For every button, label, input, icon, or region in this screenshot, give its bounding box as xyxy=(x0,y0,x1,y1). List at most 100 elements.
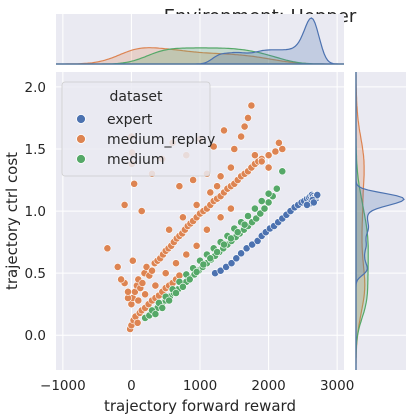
point-medium-replay xyxy=(120,200,129,209)
right-marginal-panel xyxy=(356,72,406,370)
legend-marker-medium-replay xyxy=(76,134,86,144)
legend-marker-expert xyxy=(76,114,86,124)
point-medium-replay xyxy=(264,151,273,160)
y-tick-label: 0.0 xyxy=(25,328,46,344)
legend-label-expert: expert xyxy=(107,112,153,128)
point-medium-replay xyxy=(161,269,170,278)
point-medium-replay xyxy=(128,256,137,265)
point-medium-replay xyxy=(226,204,235,213)
y-tick-labels: 0.0 0.5 1.0 1.5 2.0 xyxy=(25,80,46,344)
point-expert xyxy=(253,236,262,245)
point-medium-replay xyxy=(141,290,149,299)
point-expert xyxy=(248,240,256,249)
point-medium xyxy=(151,310,160,318)
point-medium xyxy=(158,303,167,312)
top-marginal-kde xyxy=(56,17,344,65)
legend-title: dataset xyxy=(110,89,163,105)
point-medium-replay xyxy=(148,266,156,275)
point-medium xyxy=(233,228,242,237)
point-medium xyxy=(264,189,273,198)
point-medium-replay xyxy=(244,114,252,122)
point-medium-replay xyxy=(138,279,147,287)
point-medium-replay xyxy=(216,213,225,222)
point-medium xyxy=(256,209,265,218)
point-medium-replay xyxy=(133,318,142,327)
point-medium xyxy=(272,184,281,193)
point-medium-replay xyxy=(257,157,266,166)
point-medium xyxy=(278,167,287,176)
point-medium xyxy=(192,267,201,276)
point-expert xyxy=(227,259,236,268)
right-kde-medium-replay xyxy=(355,72,366,370)
point-expert xyxy=(313,190,322,199)
x-tick-label: 3000 xyxy=(320,378,354,394)
y-tick-label: 0.5 xyxy=(25,266,46,282)
point-expert xyxy=(237,249,245,258)
point-expert xyxy=(303,200,311,209)
point-medium-replay xyxy=(189,176,197,184)
point-medium-replay xyxy=(165,225,173,234)
point-medium xyxy=(264,198,273,207)
point-medium-replay xyxy=(250,151,259,160)
point-medium xyxy=(178,282,187,291)
point-medium-replay xyxy=(182,250,191,259)
point-medium-replay xyxy=(137,207,146,215)
legend: dataset expert medium_replay medium xyxy=(61,81,215,177)
right-kde-expert xyxy=(355,72,405,370)
point-medium-replay xyxy=(237,132,245,141)
point-medium-replay xyxy=(134,296,143,305)
point-medium xyxy=(250,204,259,213)
x-tick-labels: −1000 0 1000 2000 3000 xyxy=(40,378,354,394)
point-medium-replay xyxy=(172,259,180,268)
point-medium-replay xyxy=(130,179,139,188)
x-tick-label: 1000 xyxy=(183,378,217,394)
point-medium-replay xyxy=(213,182,221,191)
point-medium-replay xyxy=(247,101,256,110)
point-medium xyxy=(226,234,235,243)
point-medium xyxy=(257,197,266,205)
point-medium xyxy=(260,204,269,213)
point-expert xyxy=(309,198,318,207)
point-medium xyxy=(199,260,208,269)
point-expert xyxy=(232,254,241,263)
point-medium-replay xyxy=(103,244,112,253)
point-medium xyxy=(213,248,221,256)
point-medium-replay xyxy=(206,188,215,197)
top-kde-expert xyxy=(56,17,344,65)
y-tick-label: 1.0 xyxy=(25,204,46,220)
point-medium xyxy=(172,289,180,297)
point-medium-replay xyxy=(151,281,160,290)
x-tick-label: 0 xyxy=(127,378,136,394)
point-medium-replay xyxy=(124,287,132,296)
point-expert xyxy=(216,266,225,275)
x-tick-label: 2000 xyxy=(251,378,285,394)
x-axis-label: trajectory forward reward xyxy=(104,397,296,415)
point-medium xyxy=(220,240,228,249)
y-tick-label: 1.5 xyxy=(25,142,46,158)
point-medium-replay xyxy=(113,262,122,271)
point-medium-replay xyxy=(216,172,225,181)
point-medium xyxy=(240,220,249,229)
point-medium-replay xyxy=(240,122,249,131)
y-axis-label: trajectory ctrl cost xyxy=(3,152,21,290)
point-medium-replay xyxy=(175,182,184,191)
point-medium xyxy=(206,254,215,263)
x-tick-label: −1000 xyxy=(40,378,86,394)
point-medium xyxy=(165,296,173,305)
point-expert xyxy=(222,262,230,271)
y-tick-label: 2.0 xyxy=(25,80,46,96)
point-medium-replay xyxy=(271,147,280,156)
right-marginal-kde xyxy=(355,72,405,370)
point-medium-replay xyxy=(278,145,287,153)
point-medium-replay xyxy=(264,163,273,172)
legend-box xyxy=(61,81,211,177)
legend-label-medium: medium xyxy=(107,152,165,168)
point-medium-replay xyxy=(192,200,201,209)
legend-marker-medium xyxy=(76,154,86,164)
legend-label-medium-replay: medium_replay xyxy=(107,132,215,148)
point-medium-replay xyxy=(274,138,283,147)
point-medium xyxy=(244,212,252,220)
point-medium-replay xyxy=(226,163,235,172)
